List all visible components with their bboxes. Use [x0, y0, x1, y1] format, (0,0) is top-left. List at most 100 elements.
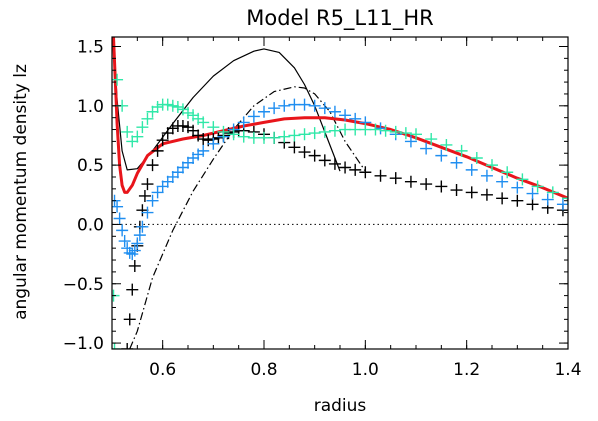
series-4-point [435, 149, 448, 162]
series-3-point [126, 283, 139, 296]
series-5-point [151, 100, 164, 113]
series-4-point [176, 161, 189, 174]
series-4-point [374, 122, 387, 135]
series-5-point [278, 130, 291, 143]
series-4-point [146, 194, 159, 207]
series-3-point [404, 175, 417, 188]
series-3-point [161, 127, 174, 140]
series-3-point [308, 149, 321, 162]
series-4-point [339, 109, 352, 122]
plot-area: 0.6 0.8 1.0 1.2 1.4 −1.0 −0.5 0.0 0.5 1.0 1.5 [63, 36, 582, 380]
series-3-point [450, 184, 463, 197]
series-3-point [318, 154, 331, 167]
y-tick-label: 0.0 [77, 215, 104, 235]
x-tick-label: 1.0 [352, 360, 379, 380]
x-axis-label: radius [314, 396, 367, 416]
series-5-point [166, 99, 179, 112]
series-3-point [389, 172, 402, 185]
series-3-point [298, 146, 311, 159]
series-4-point [166, 170, 179, 183]
series-4-point [141, 206, 154, 219]
series-4-point [118, 235, 131, 248]
series-5-point [121, 125, 134, 138]
y-tick-label: 1.5 [77, 37, 104, 57]
series-3-point [465, 186, 478, 199]
series-4-point [480, 169, 493, 182]
series-4-point [308, 99, 321, 112]
series-4-point [161, 175, 174, 188]
series-5-point [288, 129, 301, 142]
series-2-line [112, 37, 568, 200]
series-3-point [187, 124, 200, 137]
series-3-point [526, 198, 539, 211]
series-5-point [207, 121, 220, 134]
series-5-point [171, 100, 184, 113]
series-4-point [113, 212, 126, 225]
axes-frame [111, 36, 569, 350]
series-3-point [511, 194, 524, 207]
series-5-point [182, 106, 194, 119]
series-5-point [308, 127, 321, 140]
x-tick-label: 1.2 [453, 360, 480, 380]
series-4-point [247, 110, 260, 123]
x-tick-label: 1.4 [554, 360, 581, 380]
series-5-point [349, 123, 362, 136]
series-5-point [389, 125, 402, 138]
series-5-point [112, 343, 121, 349]
series-5-point [455, 144, 468, 157]
series-3-point [496, 192, 509, 205]
series-5-point [126, 135, 139, 148]
series-4-point [112, 200, 124, 213]
series-5-point [328, 124, 341, 137]
y-tick-label: 0.5 [77, 156, 104, 176]
series-4-point [328, 105, 341, 118]
series-3-point [123, 313, 136, 326]
series-5-point [562, 192, 568, 205]
series-3-point [197, 133, 210, 146]
series-3-point [151, 144, 164, 157]
series-4-point [258, 105, 270, 118]
series-4-point [237, 116, 250, 129]
series-4-point [156, 180, 169, 193]
series-4-point [151, 186, 164, 199]
series-4-point [121, 242, 134, 255]
series-5-point [359, 123, 372, 136]
series-3-point [339, 161, 352, 174]
series-5-markers [112, 73, 568, 349]
series-5-point [131, 130, 144, 143]
series-5-point [217, 125, 230, 138]
series-4-point [171, 166, 184, 179]
x-tick-label: 0.6 [149, 360, 176, 380]
series-4-point [197, 144, 210, 157]
series-5-point [298, 128, 311, 141]
series-0-line [112, 37, 341, 172]
series-4-point [526, 187, 539, 200]
series-5-point [161, 98, 174, 111]
series-3-point [128, 259, 141, 272]
series-4-point [318, 102, 331, 115]
series-3-point [435, 180, 448, 193]
series-5-point [136, 121, 149, 134]
series-5-point [247, 131, 260, 144]
series-3-point [176, 119, 189, 132]
series-4-point [207, 137, 220, 150]
series-5-point [546, 186, 559, 199]
y-tick-label: 1.0 [77, 97, 104, 117]
y-axis-label: angular momentum density lz [11, 64, 31, 320]
series-4-point [420, 142, 433, 155]
series-3-point [480, 188, 493, 201]
series-4-point [450, 156, 463, 169]
series-5-point [112, 73, 124, 86]
series-3-point [121, 343, 134, 349]
x-tick-label: 0.8 [250, 360, 277, 380]
series-5-point [237, 130, 250, 143]
series-4-point [136, 220, 149, 233]
series-5-point [501, 166, 514, 179]
series-4-point [511, 181, 524, 194]
series-3-point [328, 157, 341, 170]
series-3-point [166, 122, 179, 135]
series-3-point [359, 166, 372, 179]
chart-title: Model R5_L11_HR [246, 6, 433, 31]
series-4-point [349, 112, 362, 125]
